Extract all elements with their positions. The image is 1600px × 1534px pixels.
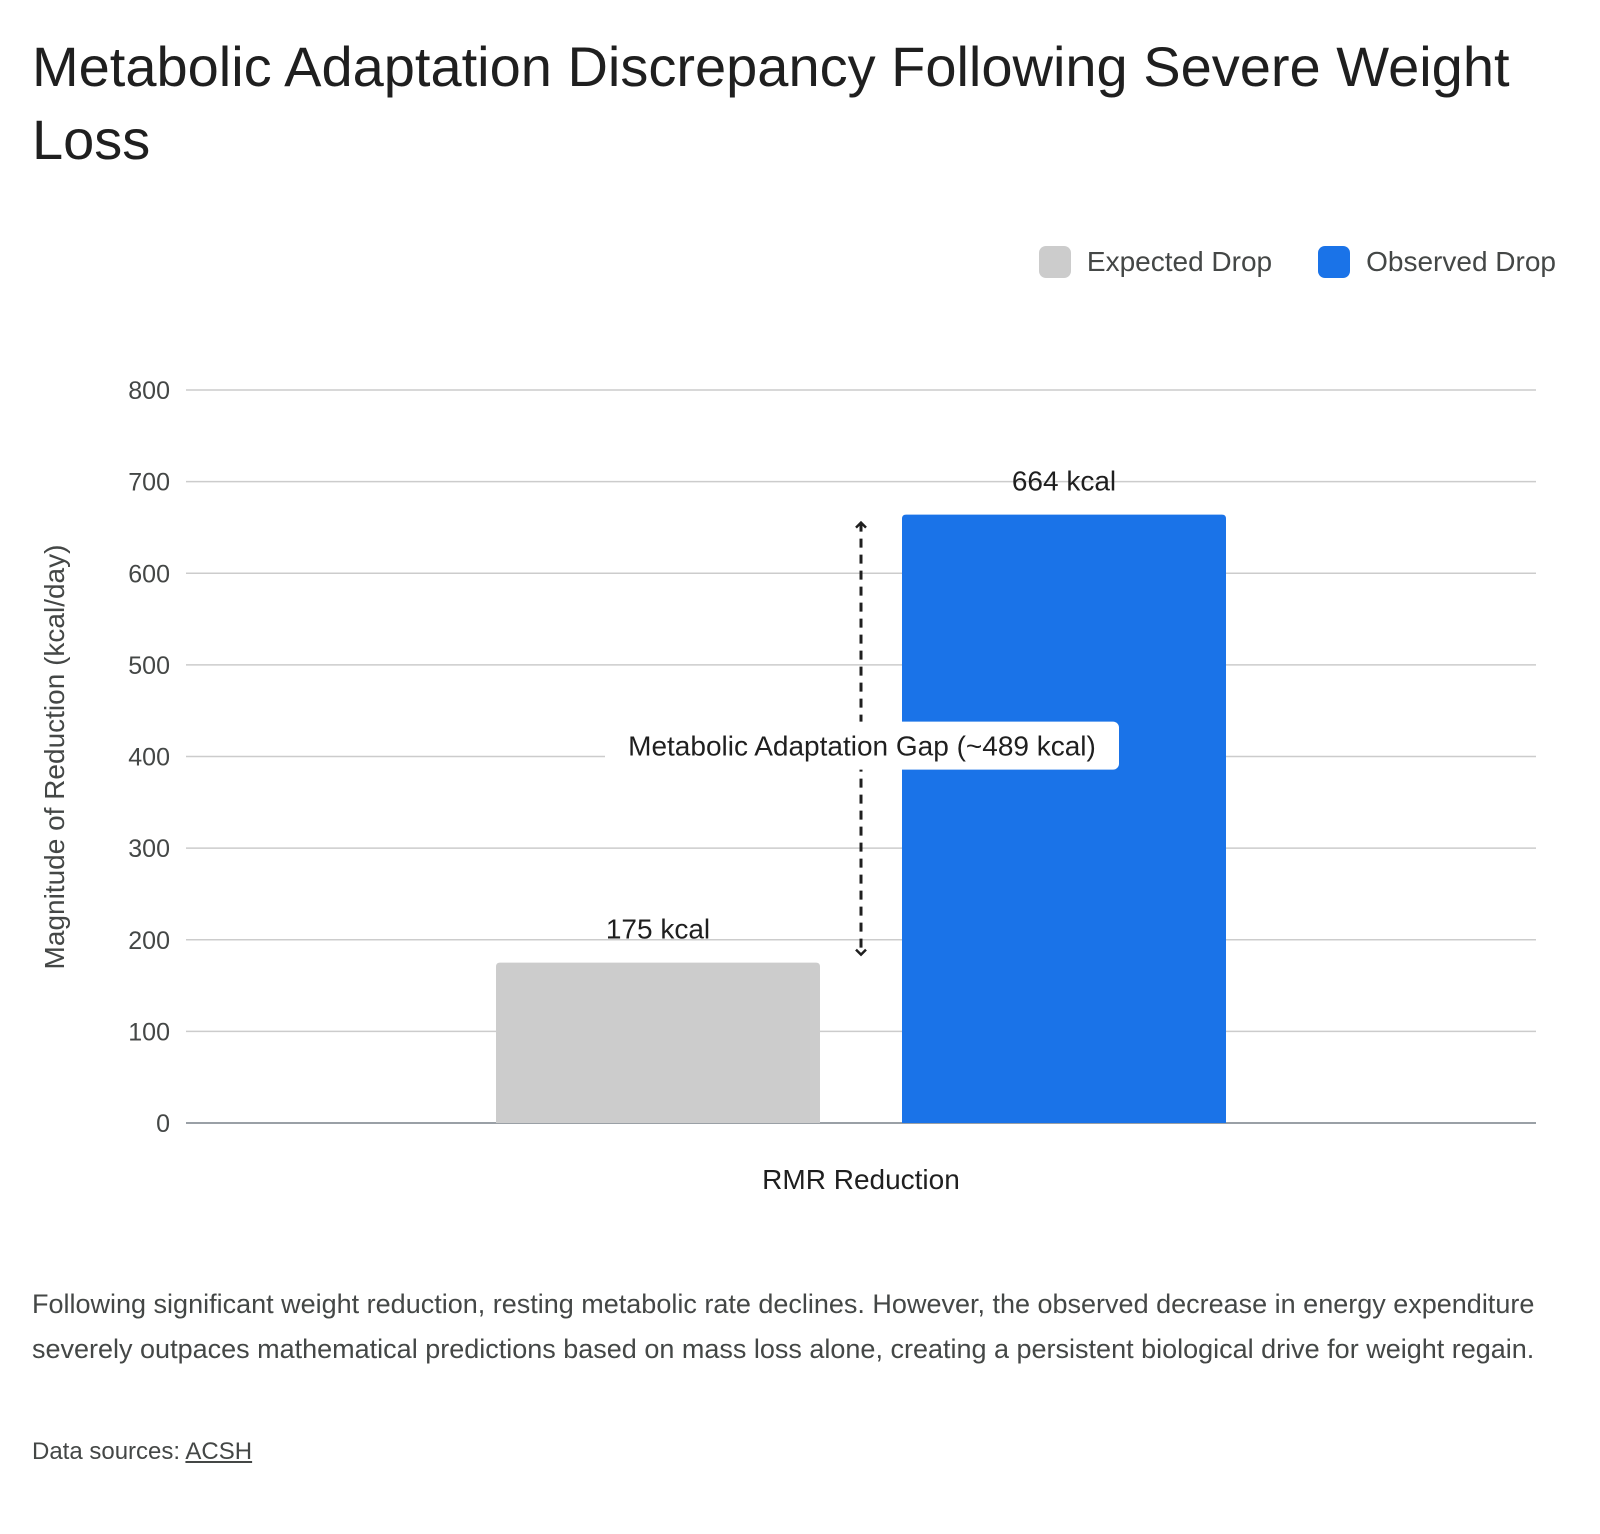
y-tick-label: 400: [128, 744, 170, 772]
y-tick-label: 700: [128, 469, 170, 497]
chart-title: Metabolic Adaptation Discrepancy Followi…: [32, 35, 1510, 171]
legend-swatch-expected: [1038, 246, 1071, 278]
y-tick-label: 0: [156, 1110, 170, 1138]
legend-item-observed[interactable]: Observed Drop: [1318, 246, 1556, 278]
bar-chart: 0 100 200 300 400 500 600 700 800 175 kcal 664 kc…: [39, 377, 1536, 1195]
legend-item-expected[interactable]: Expected Drop: [1038, 246, 1273, 278]
data-sources-label: Data sources:: [32, 1438, 181, 1465]
legend-label-expected: Expected Drop: [1086, 246, 1273, 277]
legend-label-observed: Observed Drop: [1366, 246, 1556, 277]
data-label-observed: 664 kcal: [1012, 466, 1116, 497]
y-tick-label: 600: [128, 560, 170, 588]
bar-observed-drop[interactable]: [902, 514, 1226, 1123]
source-link-acsh[interactable]: ACSH: [185, 1438, 253, 1465]
y-axis-label: Magnitude of Reduction (kcal/day): [39, 545, 70, 970]
chart-description: Following significant weight reduction, …: [32, 1289, 1535, 1364]
legend: Expected Drop Observed Drop: [1038, 246, 1556, 278]
legend-swatch-observed: [1318, 246, 1351, 278]
y-tick-label: 200: [128, 927, 170, 955]
bar-expected-drop[interactable]: [496, 962, 820, 1123]
y-tick-label: 500: [128, 652, 170, 680]
data-label-expected: 175 kcal: [606, 914, 710, 945]
y-tick-label: 100: [128, 1018, 170, 1046]
annotation-label: Metabolic Adaptation Gap (~489 kcal): [628, 731, 1096, 762]
x-category-label: RMR Reduction: [762, 1164, 960, 1195]
data-sources: Data sources: ACSH: [32, 1438, 252, 1466]
annotation-box: [605, 721, 1119, 770]
y-tick-label: 800: [128, 377, 170, 405]
y-tick-label: 300: [128, 835, 170, 863]
